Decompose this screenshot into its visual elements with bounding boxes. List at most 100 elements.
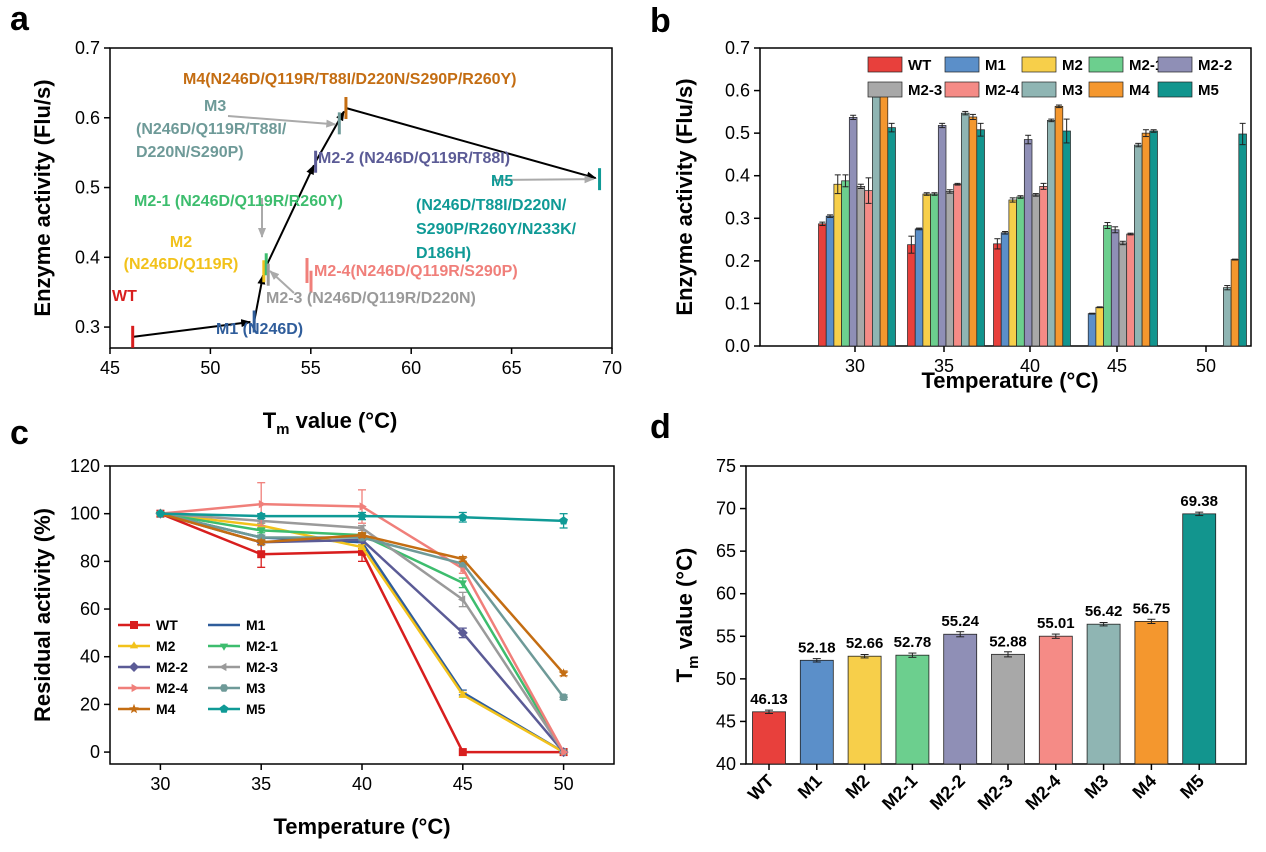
x-axis-label-sub: m: [276, 421, 289, 438]
data-point-m4: [457, 553, 468, 564]
data-point-m2-1: [257, 527, 266, 536]
point-label-m4: M4(N246D/Q119R/T88I/D220N/S290P/R260Y): [183, 71, 517, 88]
data-point-wt: [458, 748, 467, 757]
panel-letter-b: b: [650, 2, 671, 40]
legend-marker-m2-1: [219, 643, 229, 651]
bar-wt: [818, 223, 827, 347]
panel-letter-d: d: [650, 408, 671, 446]
evolution-arrow: [345, 107, 597, 180]
legend-label-m4: M4: [1129, 82, 1150, 99]
data-point-m5: [156, 509, 165, 518]
data-point-m2-4: [561, 747, 569, 757]
x-axis-label-main: T: [263, 408, 277, 433]
point-label-m2-3: M2-3 (N246D/Q119R/D220N): [266, 290, 476, 307]
bar-m2-3: [1031, 194, 1041, 347]
y-axis-label: Enzyme activity (Flu/s): [30, 79, 55, 316]
y-tick-label: 40: [80, 647, 100, 667]
bar-m2: [1095, 306, 1104, 347]
bar-m5: [887, 127, 896, 347]
y-tick-label: 0.6: [725, 81, 750, 101]
legend-label-wt: WT: [156, 617, 178, 633]
value-label-m2-3: 52.88: [989, 633, 1027, 650]
x-tick-label-m2: M2: [842, 771, 874, 803]
panel-c-chart: 30 35 40 45 50 0 20 40 60 80 100 120 WT M1 M2 M2-1 M2-2 M…: [30, 456, 615, 839]
bar-m2-4: [864, 190, 873, 347]
y-tick-label: 20: [80, 694, 100, 714]
data-point-m5: [458, 512, 468, 521]
point-label-m3: (N246D/Q119R/T88I/: [136, 121, 287, 138]
x-tick-label: 50: [1196, 356, 1216, 376]
bar-m2-1: [1103, 225, 1112, 347]
bar-m2-2: [937, 125, 947, 347]
data-point-m2-2: [457, 627, 468, 638]
data-point-wt: [257, 550, 266, 559]
legend-marker-m2: [129, 641, 139, 649]
x-tick-label: 35: [934, 356, 954, 376]
y-tick-label: 120: [70, 456, 100, 476]
evolution-arrow: [132, 319, 252, 338]
bar-m2-4: [1038, 635, 1073, 765]
bar-m3: [872, 93, 881, 347]
bar-m4: [879, 84, 889, 347]
bar-m2: [833, 183, 842, 347]
legend-label-m4: M4: [156, 701, 176, 717]
y-tick-label: 0.0: [725, 336, 750, 356]
value-label-m2-2: 55.24: [941, 613, 979, 630]
bar-m5: [1238, 133, 1247, 347]
y-tick-label: 0: [90, 742, 100, 762]
x-tick-label-m1: M1: [794, 771, 826, 803]
y-tick-label: 0.7: [725, 38, 750, 58]
bar-m3: [961, 112, 970, 347]
point-label-m1: M1 (N246D): [216, 321, 303, 338]
legend-marker-m5: [219, 704, 229, 713]
legend-marker-m2-2: [129, 662, 139, 672]
bar-m3: [1223, 287, 1232, 347]
data-point-m5: [559, 516, 568, 525]
bar-m5: [1062, 130, 1071, 347]
plot-frame: [109, 47, 613, 349]
x-axis-label-rest: value (°C): [289, 408, 397, 433]
y-axis-label: Residual activity (%): [30, 508, 55, 722]
y-tick-label: 45: [716, 711, 736, 731]
legend-label-m1: M1: [985, 57, 1006, 74]
bar-m2-4: [1126, 233, 1135, 347]
evolution-arrow: [262, 164, 315, 272]
pointer-arrow: [269, 270, 295, 294]
y-tick-label: 60: [80, 599, 100, 619]
data-point-m4: [357, 529, 367, 540]
x-tick-label: 40: [1020, 356, 1040, 376]
y-tick-label: 70: [716, 499, 736, 519]
x-tick-label: 35: [251, 774, 271, 794]
legend-swatch-m2-4: [944, 81, 980, 98]
legend-label-m3: M3: [1062, 82, 1083, 99]
bar-m1: [825, 215, 835, 347]
x-tick-label: 45: [1107, 356, 1127, 376]
x-tick-label-m5: M5: [1176, 771, 1208, 803]
bar-m1: [1087, 313, 1097, 347]
data-point-m2-4: [258, 499, 266, 509]
bar-m2: [922, 193, 931, 347]
bar-m2: [1008, 199, 1017, 347]
x-tick-label: 30: [150, 774, 170, 794]
legend-label-m2-4: M2-4: [985, 82, 1020, 99]
bar-m2-1: [930, 193, 939, 347]
x-tick-label-m2-4: M2-4: [1021, 771, 1064, 814]
x-axis-label: Tm value (°C): [263, 408, 398, 438]
bar-m2-3: [1118, 242, 1128, 347]
bar-m2-1: [895, 654, 930, 765]
legend-label-m2-1: M2-1: [1129, 57, 1163, 74]
y-tick-label: 0.5: [725, 123, 750, 143]
x-axis-label: Temperature (°C): [273, 814, 450, 839]
legend-label-m1: M1: [246, 617, 266, 633]
bar-m4: [1054, 105, 1064, 347]
bar-m4: [1230, 259, 1240, 347]
legend-label-m2: M2: [1062, 57, 1083, 74]
x-axis-label: Temperature (°C): [921, 368, 1098, 393]
point-label-m2-2: M2-2 (N246D/Q119R/T88I): [318, 150, 510, 167]
x-tick-label: 55: [301, 358, 321, 378]
x-tick-label: 45: [453, 774, 473, 794]
panel-a-chart: 45 50 55 60 65 70 0.3 0.4 0.5 0.6 0.7 Tm value (°C)…: [30, 38, 622, 438]
y-tick-label: 40: [716, 754, 736, 774]
bar-m1: [799, 659, 834, 765]
y-tick-label: 50: [716, 669, 736, 689]
